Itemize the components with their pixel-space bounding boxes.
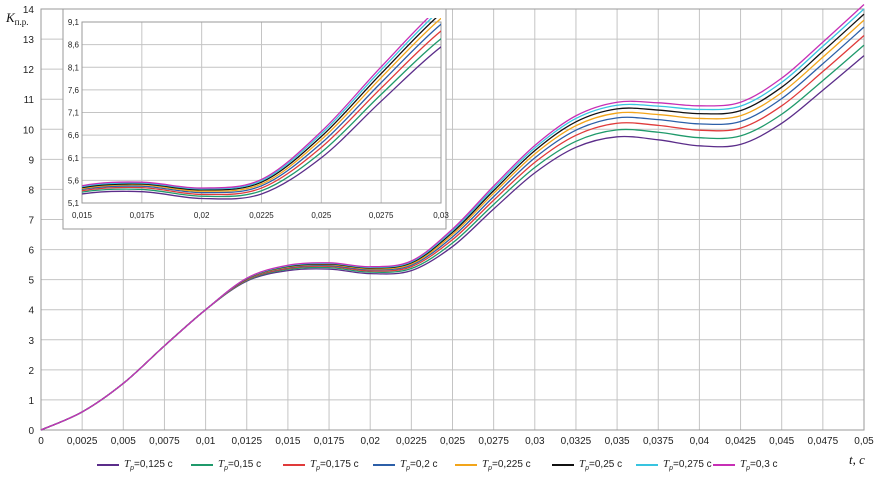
y-tick-label: 1 xyxy=(28,396,34,407)
inset-y-tick-label: 9,1 xyxy=(68,18,80,27)
x-tick-label: 0,0475 xyxy=(808,436,839,447)
x-tick-label: 0,045 xyxy=(769,436,794,447)
y-tick-label: 11 xyxy=(24,95,35,106)
inset-x-tick-label: 0,02 xyxy=(194,211,210,220)
inset-x-tick-label: 0,03 xyxy=(433,211,449,220)
x-tick-label: 0,03 xyxy=(525,436,545,447)
inset-series xyxy=(82,18,441,200)
inset-series-line xyxy=(82,30,441,196)
inset-frame xyxy=(81,21,442,204)
legend-item: Tp=0,175 c xyxy=(283,458,359,472)
legend-label: Tp=0,25 c xyxy=(579,458,623,472)
legend-swatch xyxy=(636,464,658,466)
legend-item: Tp=0,125 c xyxy=(97,458,173,472)
x-tick-label: 0,0175 xyxy=(314,436,345,447)
inset-y-tick-label: 8,1 xyxy=(68,63,80,72)
inset-x-tick-label: 0,015 xyxy=(72,211,93,220)
inset-series-line xyxy=(82,18,437,191)
legend-swatch xyxy=(373,464,395,466)
y-tick-label: 3 xyxy=(28,336,34,347)
inset-y-tick-label: 7,6 xyxy=(68,86,80,95)
y-tick-label: 6 xyxy=(28,246,34,257)
inset-series-line xyxy=(82,46,441,200)
inset-y-tick-label: 5,1 xyxy=(68,199,80,208)
inset-series-line xyxy=(82,37,441,198)
legend-swatch xyxy=(455,464,477,466)
inset-y-tick-label: 6,1 xyxy=(68,154,80,163)
legend-label: Tp=0,2 c xyxy=(400,458,438,472)
y-axis-label: Kп.р. xyxy=(5,10,29,27)
x-tick-label: 0,025 xyxy=(440,436,465,447)
x-tick-label: 0,0325 xyxy=(561,436,592,447)
x-tick-label: 0,01 xyxy=(196,436,216,447)
main-series xyxy=(40,4,865,431)
legend-label: Tp=0,125 c xyxy=(124,458,173,472)
x-tick-label: 0,0275 xyxy=(478,436,509,447)
inset-series-line xyxy=(82,18,429,189)
inset-series-line xyxy=(82,18,441,192)
legend-swatch xyxy=(191,464,213,466)
x-tick-label: 0,04 xyxy=(690,436,710,447)
main-ticks: 0 0,0025 0,005 0,0075 0,01 0,0125 0,015 0,0175 0… xyxy=(23,5,874,447)
inset-y-tick-label: 7,1 xyxy=(68,109,80,118)
inset-x-tick-label: 0,0225 xyxy=(249,211,274,220)
legend-item: Tp=0,3 c xyxy=(713,458,778,472)
inset-chart: 0,015 0,0175 0,02 0,0225 0,025 0,0275 0,03 5,1 5… xyxy=(62,8,449,230)
legend-item: Tp=0,25 c xyxy=(552,458,622,472)
x-tick-label: 0,0075 xyxy=(149,436,180,447)
y-tick-label: 8 xyxy=(28,185,34,196)
inset-y-tick-label: 8,6 xyxy=(68,41,80,50)
y-tick-label: 12 xyxy=(23,65,35,76)
y-tick-label: 14 xyxy=(23,5,35,16)
x-tick-label: 0,0375 xyxy=(643,436,674,447)
inset-x-tick-label: 0,0275 xyxy=(369,211,394,220)
plot-frame xyxy=(40,8,865,431)
inset-series-line xyxy=(82,23,441,194)
x-tick-label: 0 xyxy=(38,436,44,447)
inset-x-tick-label: 0,0175 xyxy=(130,211,155,220)
x-axis-label: t, c xyxy=(849,452,865,467)
inset-x-tick-label: 0,025 xyxy=(311,211,332,220)
inset-y-tick-label: 6,6 xyxy=(68,131,80,140)
x-tick-label: 0,02 xyxy=(360,436,380,447)
y-tick-label: 7 xyxy=(28,216,34,227)
legend-label: Tp=0,15 c xyxy=(218,458,262,472)
y-tick-label: 0 xyxy=(28,426,34,437)
series-line xyxy=(40,4,865,431)
legend-swatch xyxy=(552,464,574,466)
legend-label: Tp=0,225 c xyxy=(482,458,531,472)
x-tick-label: 0,0025 xyxy=(67,436,98,447)
x-tick-label: 0,005 xyxy=(111,436,136,447)
legend-label: Tp=0,175 c xyxy=(310,458,359,472)
legend-label: Tp=0,275 c xyxy=(663,458,712,472)
legend: Tp=0,125 c Tp=0,15 c Tp=0,175 c Tp=0,2 c Tp=… xyxy=(0,452,880,474)
y-tick-label: 2 xyxy=(28,366,34,377)
inset-series-line xyxy=(82,18,433,190)
x-tick-label: 0,0425 xyxy=(725,436,756,447)
legend-swatch xyxy=(713,464,735,466)
y-tick-label: 4 xyxy=(28,306,34,317)
legend-item: Tp=0,15 c xyxy=(191,458,261,472)
y-tick-label: 10 xyxy=(23,125,35,136)
legend-swatch xyxy=(283,464,305,466)
y-tick-label: 5 xyxy=(28,276,34,287)
x-tick-label: 0,05 xyxy=(854,436,874,447)
x-tick-label: 0,0125 xyxy=(231,436,262,447)
legend-item: Tp=0,225 c xyxy=(455,458,531,472)
x-tick-label: 0,035 xyxy=(605,436,630,447)
y-tick-label: 13 xyxy=(23,35,35,46)
x-tick-label: 0,0225 xyxy=(396,436,427,447)
legend-item: Tp=0,2 c xyxy=(373,458,438,472)
legend-item: Tp=0,275 c xyxy=(636,458,712,472)
legend-swatch xyxy=(97,464,119,466)
y-tick-label: 9 xyxy=(28,155,34,166)
x-tick-label: 0,015 xyxy=(275,436,300,447)
inset-y-tick-label: 5,6 xyxy=(68,176,80,185)
legend-label: Tp=0,3 c xyxy=(740,458,778,472)
